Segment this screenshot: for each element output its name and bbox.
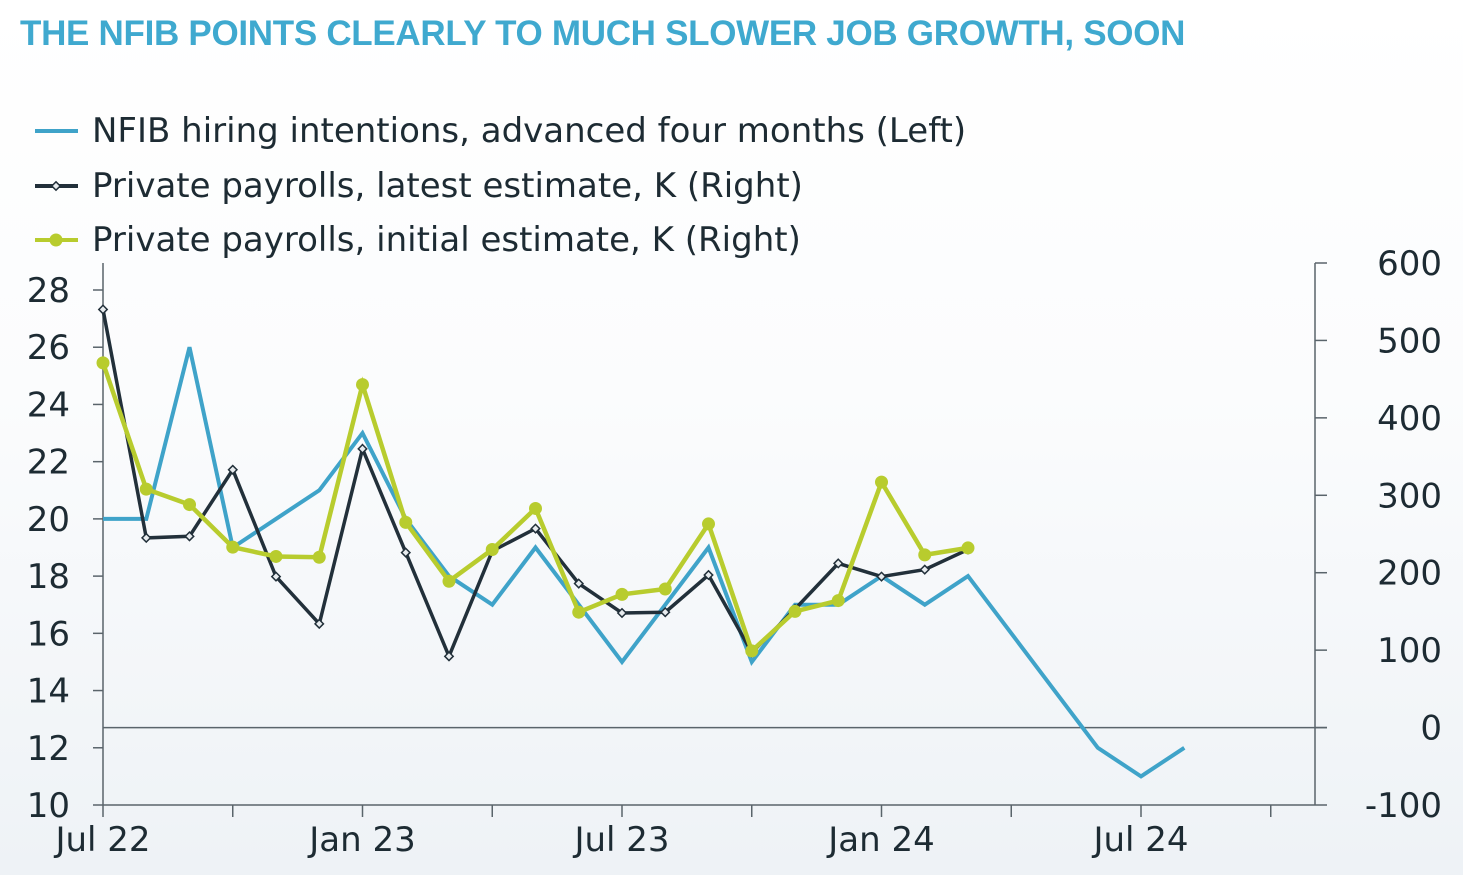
chart-title: THE NFIB POINTS CLEARLY TO MUCH SLOWER J… [20,14,1186,53]
data-point-initial [183,498,196,512]
data-point-initial [745,644,759,658]
series-line-1 [103,346,1186,779]
data-point-initial [658,582,672,596]
x-axis-tick-label: Jul 24 [1091,820,1188,860]
data-point-initial [831,594,845,608]
left-axis-tick-label: 24 [27,385,70,425]
data-point-initial [875,475,888,489]
legend-marker-diamond [50,180,62,192]
data-point-latest [184,531,195,542]
left-axis-tick-label: 12 [27,729,70,769]
data-point-latest [140,532,152,544]
data-point-initial [918,548,932,562]
data-point-initial [442,574,456,588]
data-point-initial [312,550,326,564]
right-axis-tick-label: 100 [1377,631,1442,671]
right-axis-tick-label: 0 [1420,709,1442,749]
data-point-initial [788,604,802,618]
left-axis-tick-label: 18 [27,557,70,597]
data-point-initial [96,356,110,370]
data-point-latest [616,607,628,619]
data-point-initial [485,542,499,556]
data-point-latest [313,618,325,630]
data-point-initial [702,517,715,531]
legend-label-3: Private payrolls, initial estimate, K (R… [92,220,801,260]
right-axis-tick-label: 500 [1377,321,1442,361]
data-point-latest [357,443,368,455]
data-point-initial [615,587,629,601]
left-axis-tick-label: 16 [27,614,70,654]
data-point-latest [832,558,844,569]
right-axis-tick-label: -100 [1365,786,1442,826]
data-point-initial [529,501,542,515]
data-point-initial [572,605,586,619]
left-axis-tick-label: 10 [27,786,70,826]
data-point-latest [97,304,109,315]
data-point-initial [356,378,369,392]
x-axis-tick-label: Jul 22 [53,820,150,860]
legend-label-2: Private payrolls, latest estimate, K (Ri… [92,166,803,206]
series-layer [96,304,1186,779]
left-axis-tick-label: 22 [27,443,70,483]
data-point-initial [961,541,975,555]
data-point-initial [399,515,413,529]
x-axis-tick-label: Jul 23 [572,820,669,860]
data-point-latest [573,578,585,589]
right-axis-tick-label: 400 [1377,399,1442,439]
data-point-latest [400,547,412,558]
data-point-latest [703,569,714,581]
data-point-latest [659,606,671,618]
x-axis-tick-label: Jan 23 [307,820,415,860]
left-axis-tick-label: 14 [27,672,70,712]
data-point-initial [139,482,153,496]
right-axis-tick-label: 300 [1377,476,1442,516]
data-point-latest [443,651,455,662]
left-axis-tick-label: 26 [27,328,70,368]
data-point-latest [919,564,931,575]
legend: NFIB hiring intentions, advanced four mo… [35,111,966,260]
left-axis-tick-label: 28 [27,271,70,311]
left-axis-tick-label: 20 [27,500,70,540]
legend-label-1: NFIB hiring intentions, advanced four mo… [92,111,966,151]
right-axis-tick-label: 200 [1377,554,1442,594]
data-point-latest [876,571,887,582]
right-axis-tick-label: 600 [1377,244,1442,284]
data-point-latest [227,464,239,475]
axes: 10 12 14 16 18 20 22 24 26 28 -100 0 100 200 300 400 500… [27,244,1442,860]
legend-marker-circle [49,233,63,247]
data-point-initial [226,540,240,554]
x-axis-tick-label: Jan 24 [826,820,934,860]
data-point-initial [269,549,283,563]
data-point-latest [530,523,541,534]
data-point-latest [270,571,282,582]
